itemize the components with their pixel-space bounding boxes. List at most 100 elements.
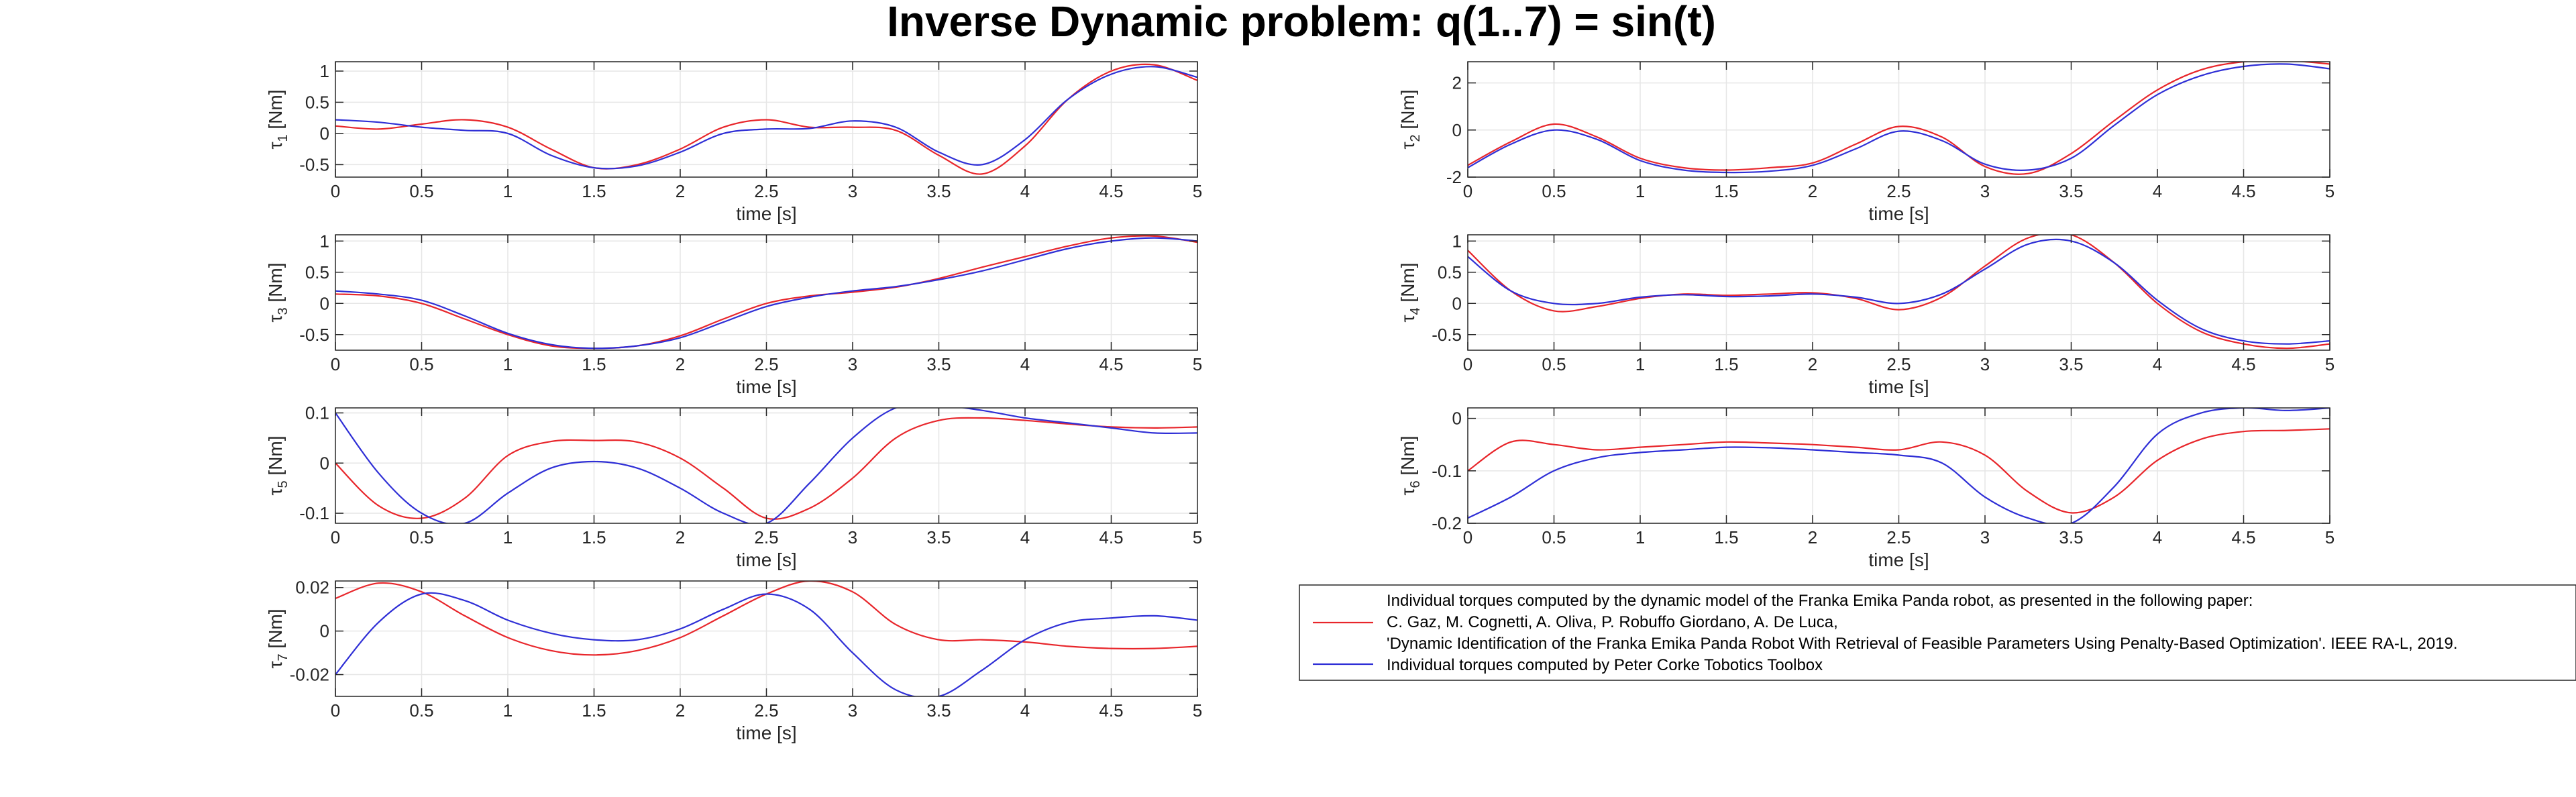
y-tick-label: 0.02 xyxy=(295,578,329,598)
x-tick-label: 1.5 xyxy=(582,700,606,721)
x-tick-label: 1.5 xyxy=(1714,527,1738,547)
x-tick-label: 0.5 xyxy=(409,181,433,201)
x-tick-label: 2.5 xyxy=(754,181,778,201)
x-axis-label: time [s] xyxy=(1868,549,1929,570)
y-axis-label: τ4 [Nm] xyxy=(1397,262,1423,322)
y-tick-label: 1 xyxy=(320,231,329,251)
x-tick-label: 4 xyxy=(1020,181,1030,201)
x-tick-label: 1.5 xyxy=(1714,181,1738,201)
x-tick-label: 0.5 xyxy=(1542,181,1566,201)
y-label-unit: [Nm] xyxy=(265,262,286,307)
x-tick-label: 3.5 xyxy=(926,527,951,547)
y-tick-label: -0.02 xyxy=(290,665,329,685)
y-tick-label: 0 xyxy=(320,123,329,144)
y-label-unit: [Nm] xyxy=(1397,262,1418,307)
subplot-tau6: 0 0.5 1 1.5 2 2.5 3 3.5 4 4.5 5 -0.2 -0.1 0 time [s] τ6… xyxy=(1397,407,2334,570)
x-tick-label: 3.5 xyxy=(2059,527,2083,547)
y-tick-label: -0.1 xyxy=(299,503,329,523)
x-tick-label: 0 xyxy=(1463,354,1472,374)
y-tick-label: 1 xyxy=(320,61,329,81)
legend: Individual torques computed by the dynam… xyxy=(1299,584,2576,681)
x-tick-label: 2 xyxy=(1808,181,1817,201)
x-tick-label: 0.5 xyxy=(409,354,433,374)
x-tick-label: 4.5 xyxy=(2231,354,2255,374)
y-axis-label: τ3 [Nm] xyxy=(265,262,290,322)
x-tick-label: 2.5 xyxy=(754,354,778,374)
x-tick-label: 0 xyxy=(331,354,340,374)
series-line-gaz xyxy=(335,63,1197,175)
series-line-corke xyxy=(335,592,1197,696)
series-line-gaz xyxy=(1468,428,2330,514)
x-tick-label: 3.5 xyxy=(926,700,951,721)
y-tick-label: 0.1 xyxy=(305,403,329,423)
y-label-subscript: 4 xyxy=(1408,307,1423,315)
x-tick-label: 1 xyxy=(1635,527,1645,547)
x-axis-label: time [s] xyxy=(736,376,796,397)
x-tick-label: 3 xyxy=(848,181,857,201)
x-tick-label: 4.5 xyxy=(2231,527,2255,547)
x-tick-label: 3.5 xyxy=(2059,354,2083,374)
x-tick-label: 4.5 xyxy=(1099,700,1123,721)
legend-gaz-line-2: C. Gaz, M. Cognetti, A. Oliva, P. Robuff… xyxy=(1387,613,1838,631)
x-tick-label: 3 xyxy=(848,527,857,547)
x-tick-label: 0 xyxy=(1463,181,1472,201)
x-tick-label: 1.5 xyxy=(582,354,606,374)
y-tick-label: 0.5 xyxy=(305,262,329,282)
y-axis-label: τ6 [Nm] xyxy=(1397,435,1423,495)
x-tick-label: 2.5 xyxy=(754,700,778,721)
x-tick-label: 1.5 xyxy=(582,181,606,201)
y-tick-label: -0.5 xyxy=(299,325,329,345)
x-tick-label: 2 xyxy=(1808,527,1817,547)
series-line-corke xyxy=(335,408,1197,523)
y-tick-label: -0.1 xyxy=(1432,461,1462,481)
y-axis-label: τ2 [Nm] xyxy=(1397,89,1423,149)
y-tick-label: 1 xyxy=(1452,231,1462,251)
x-tick-label: 2 xyxy=(676,527,685,547)
x-tick-label: 3 xyxy=(1980,527,1990,547)
legend-gaz-line-3: 'Dynamic Identification of the Franka Em… xyxy=(1387,635,2458,653)
y-label-unit: [Nm] xyxy=(1397,435,1418,480)
x-tick-label: 5 xyxy=(1193,354,1202,374)
x-tick-label: 2 xyxy=(676,354,685,374)
x-tick-label: 5 xyxy=(2325,527,2334,547)
x-tick-label: 4.5 xyxy=(2231,181,2255,201)
series-line-corke xyxy=(335,237,1197,350)
series-line-gaz xyxy=(335,235,1197,350)
x-tick-label: 0 xyxy=(331,527,340,547)
x-tick-label: 4 xyxy=(2153,354,2162,374)
series-line-corke xyxy=(1468,63,2330,174)
x-tick-label: 0.5 xyxy=(409,700,433,721)
y-tick-label: 0 xyxy=(320,621,329,641)
x-tick-label: 1 xyxy=(503,354,513,374)
x-axis-label: time [s] xyxy=(736,203,796,224)
x-axis-label: time [s] xyxy=(1868,376,1929,397)
x-tick-label: 3 xyxy=(848,700,857,721)
y-tick-label: 0.5 xyxy=(1438,262,1462,282)
x-tick-label: 0 xyxy=(331,181,340,201)
x-tick-label: 3 xyxy=(1980,181,1990,201)
y-label-unit: [Nm] xyxy=(265,608,286,653)
y-tick-label: 2 xyxy=(1452,73,1462,93)
y-label-tau: τ xyxy=(265,142,286,149)
x-tick-label: 3 xyxy=(1980,354,1990,374)
legend-box xyxy=(1299,584,2576,681)
y-tick-label: 0 xyxy=(1452,293,1462,313)
y-tick-label: -2 xyxy=(1446,167,1462,187)
x-tick-label: 2.5 xyxy=(1886,181,1911,201)
series-line-corke xyxy=(1468,238,2330,345)
x-axis-label: time [s] xyxy=(1868,203,1929,224)
series-line-corke xyxy=(1468,408,2330,523)
x-tick-label: 1 xyxy=(503,181,513,201)
x-tick-label: 1 xyxy=(503,700,513,721)
y-label-unit: [Nm] xyxy=(1397,89,1418,134)
y-label-tau: τ xyxy=(1397,142,1418,149)
y-label-unit: [Nm] xyxy=(265,89,286,134)
x-tick-label: 2.5 xyxy=(1886,527,1911,547)
x-tick-label: 0.5 xyxy=(1542,354,1566,374)
